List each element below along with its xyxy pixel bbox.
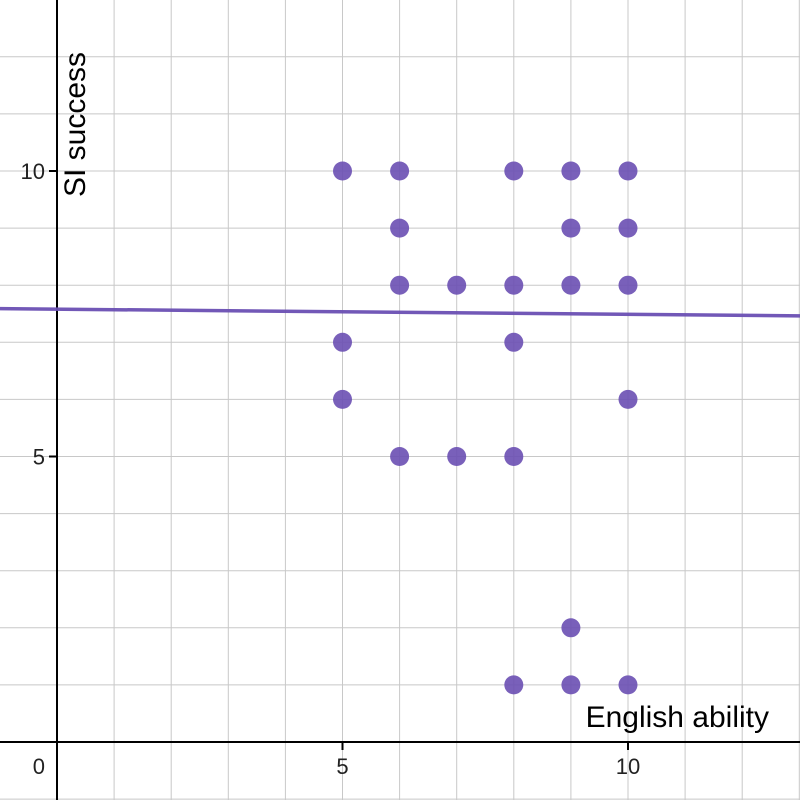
data-point	[333, 389, 352, 409]
x-axis-label: English ability	[586, 701, 769, 734]
data-point	[504, 332, 524, 352]
x-tick-label: 10	[616, 754, 640, 779]
data-point	[390, 161, 410, 181]
data-points	[333, 161, 638, 695]
data-point	[504, 275, 524, 295]
data-point	[618, 675, 638, 695]
x-tick-label: 0	[33, 754, 45, 779]
data-point	[561, 675, 581, 695]
data-point	[618, 389, 638, 409]
data-point	[504, 447, 524, 466]
data-point	[561, 218, 581, 238]
data-point	[447, 275, 467, 295]
data-point	[390, 218, 410, 238]
trend-line	[0, 306, 800, 318]
data-point	[447, 447, 467, 466]
data-point	[390, 447, 410, 466]
tick-labels: 5 10 0 5 10	[21, 159, 641, 779]
data-point	[504, 675, 524, 695]
y-axis-label: SI success	[59, 52, 92, 197]
data-point	[618, 275, 638, 295]
y-tick-label: 10	[21, 159, 45, 184]
trend-line-layer	[0, 306, 800, 318]
data-point	[333, 332, 352, 352]
data-point	[390, 275, 410, 295]
x-tick-label: 5	[336, 754, 348, 779]
data-point	[333, 161, 352, 181]
data-point	[561, 618, 581, 638]
y-tick-label: 5	[33, 445, 45, 470]
data-point	[618, 161, 638, 181]
data-point	[504, 161, 524, 181]
data-point	[561, 275, 581, 295]
data-point	[561, 161, 581, 181]
data-point	[618, 218, 638, 238]
